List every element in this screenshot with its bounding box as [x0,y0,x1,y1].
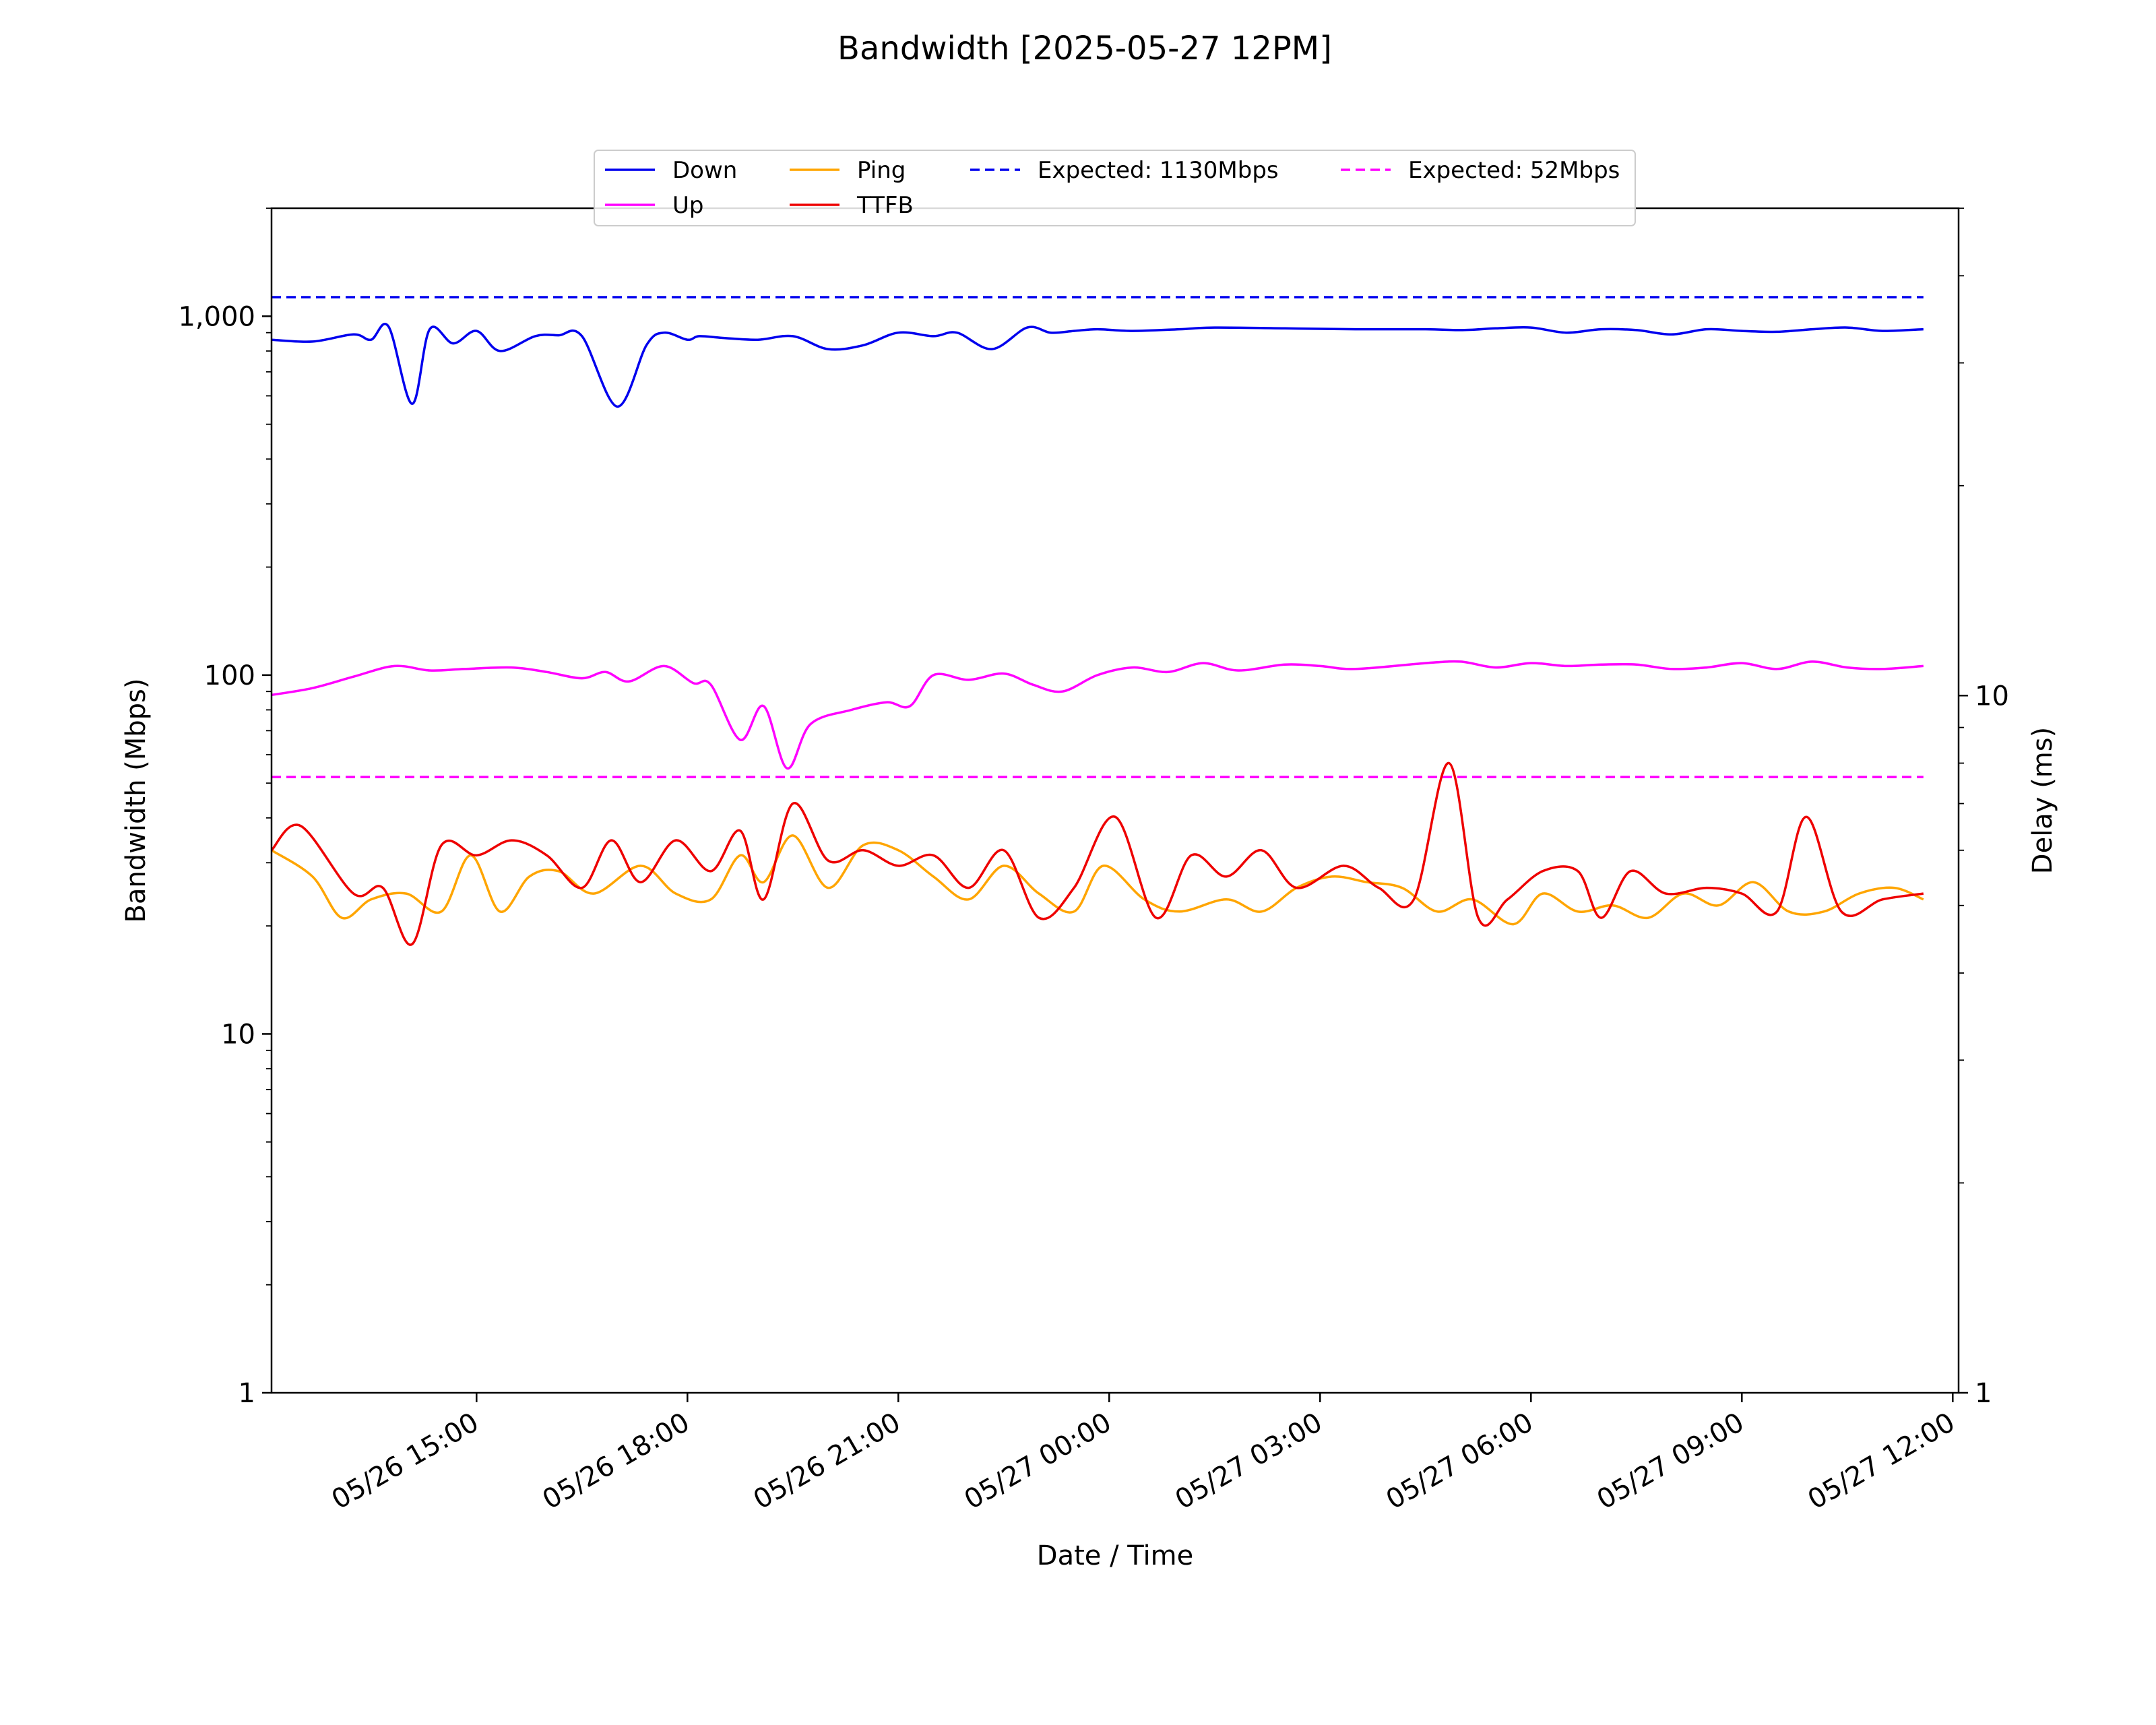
y-tick-label: 1 [239,1378,255,1409]
y-axis-label-left: Bandwidth (Mbps) [121,678,152,922]
y2-tick-label: 1 [1975,1378,1992,1409]
legend-label-down: Down [672,157,737,184]
y2-tick-label: 10 [1975,681,2009,712]
series-line-down [271,323,1924,408]
y-axis-right: 1 10 [1959,208,2009,1409]
y-tick-label: 10 [221,1019,255,1050]
legend-label-up: Up [672,192,703,219]
series-line-ttfb [270,761,1924,946]
series-line-ping [271,834,1924,926]
y-axis-label-right: Delay (ms) [2027,727,2058,874]
y-axis-left: 1 10 100 1,000 [178,208,272,1409]
y-tick-label: 1,000 [178,301,255,332]
series-line-up [271,660,1924,770]
legend-label-exp-down: Expected: 1130Mbps [1038,157,1279,184]
chart-title: Bandwidth [2025-05-27 12PM] [837,30,1332,67]
series-layer [270,296,1924,946]
legend-label-ttfb: TTFB [856,192,914,219]
legend-label-exp-up: Expected: 52Mbps [1408,157,1620,184]
legend: Down Up Ping TTFB Expected: 1130Mbps Expected… [594,150,1636,226]
y-tick-label: 100 [204,660,255,691]
legend-label-ping: Ping [857,157,906,184]
x-axis-label: Date / Time [1037,1540,1193,1571]
